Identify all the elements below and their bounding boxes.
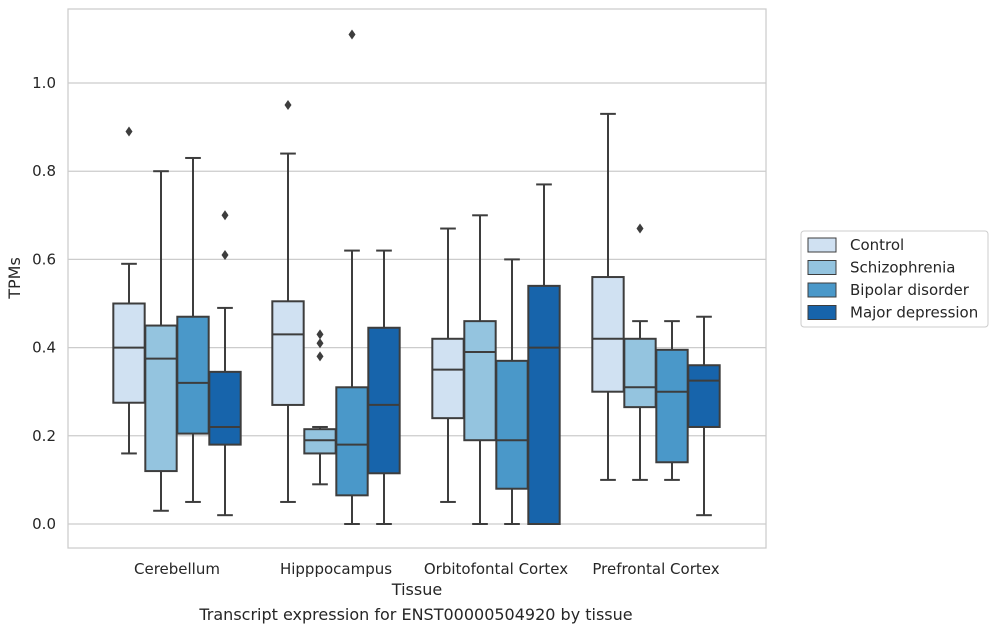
box-iqr xyxy=(303,428,337,455)
outlier-point xyxy=(316,338,324,349)
box-iqr xyxy=(335,386,369,497)
box-iqr xyxy=(591,276,625,393)
y-tick-label: 0.2 xyxy=(32,427,56,445)
x-tick-label: Hipppocampus xyxy=(280,560,392,578)
legend-label: Bipolar disorder xyxy=(850,281,970,299)
y-tick-label: 0.4 xyxy=(32,339,56,357)
outlier-point xyxy=(636,223,644,234)
box-plot-item xyxy=(463,214,497,525)
box-plot-item xyxy=(431,227,465,503)
y-tick-label: 0.8 xyxy=(32,162,56,180)
y-tick-label: 1.0 xyxy=(32,74,56,92)
box-iqr xyxy=(623,337,657,409)
box-iqr xyxy=(431,337,465,420)
box-group xyxy=(112,126,242,517)
legend-swatch xyxy=(807,237,837,253)
x-tick-label: Prefrontal Cortex xyxy=(592,560,719,578)
box-plot-item xyxy=(112,126,146,455)
box-plot-item xyxy=(655,320,689,481)
box-plot-item xyxy=(208,210,242,517)
y-tick-labels: 0.0 0.2 0.4 0.6 0.8 1.0 xyxy=(32,74,56,533)
box-plot-item xyxy=(335,29,369,525)
box-iqr xyxy=(655,348,689,464)
box-group xyxy=(431,183,561,525)
box-group xyxy=(591,112,721,517)
box-plot-item xyxy=(367,249,401,525)
box-groups xyxy=(112,29,721,525)
box-iqr xyxy=(144,324,178,473)
legend-swatch xyxy=(807,282,837,298)
x-tick-labels: Cerebellum Hipppocampus Orbitofontal Corte… xyxy=(134,560,720,578)
outlier-point xyxy=(316,329,324,340)
box-iqr xyxy=(527,284,561,525)
outlier-point xyxy=(284,100,292,111)
legend-label: Schizophrenia xyxy=(850,259,955,277)
box-iqr xyxy=(271,300,305,406)
outlier-point xyxy=(125,126,133,137)
box-iqr xyxy=(463,320,497,442)
box-iqr xyxy=(495,359,529,490)
outlier-point xyxy=(221,210,229,221)
box-group xyxy=(271,29,401,525)
plot-area-frame xyxy=(67,8,767,549)
outlier-point xyxy=(348,29,356,40)
legend-swatch xyxy=(807,305,837,320)
x-tick-label: Orbitofontal Cortex xyxy=(424,560,568,578)
y-tick-label: 0.6 xyxy=(32,250,56,268)
x-tick-label: Cerebellum xyxy=(134,560,220,578)
legend-label: Control xyxy=(850,236,904,254)
box-iqr xyxy=(112,302,146,404)
legend-label: Major depression xyxy=(850,304,978,322)
y-axis-label: TPMs xyxy=(5,257,24,300)
box-iqr xyxy=(687,364,721,428)
box-iqr xyxy=(208,370,242,446)
outlier-point xyxy=(316,351,324,362)
box-plot-item xyxy=(303,329,337,486)
x-axis-label: Tissue xyxy=(391,580,442,599)
outlier-point xyxy=(221,249,229,260)
box-plot-item xyxy=(144,170,178,512)
box-plot-item xyxy=(495,258,529,525)
box-plot-item xyxy=(271,100,305,503)
box-plot-item xyxy=(176,156,210,503)
legend-frame xyxy=(800,230,989,328)
legend: Control Schizophrenia Bipolar disorder Majo… xyxy=(800,230,989,328)
box-plot-item xyxy=(527,183,561,525)
box-iqr xyxy=(176,315,210,435)
chart-caption: Transcript expression for ENST0000050492… xyxy=(199,605,633,624)
box-plot-item xyxy=(623,223,657,481)
box-plot-item xyxy=(591,112,625,481)
box-plot-item xyxy=(687,315,721,517)
box-iqr xyxy=(367,326,401,475)
legend-swatch xyxy=(807,260,837,275)
y-tick-label: 0.0 xyxy=(32,515,56,533)
